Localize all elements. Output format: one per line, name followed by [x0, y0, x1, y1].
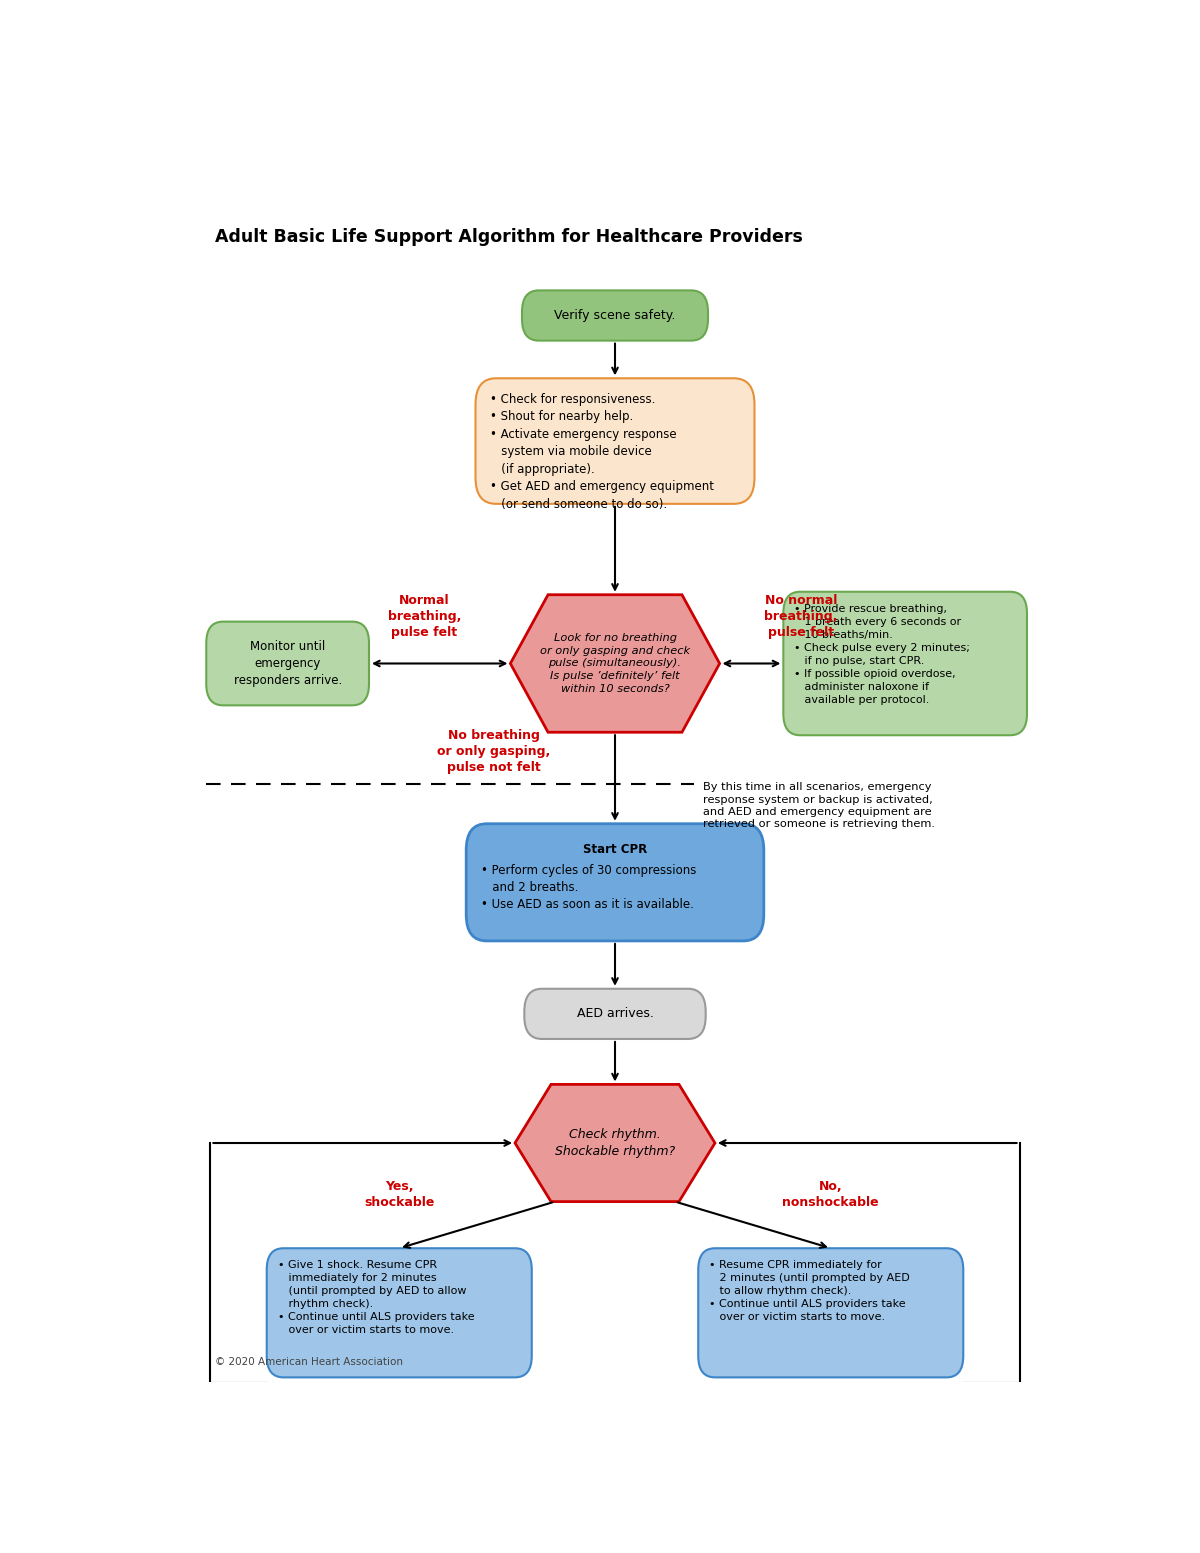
FancyBboxPatch shape	[524, 989, 706, 1039]
Text: Start CPR: Start CPR	[583, 843, 647, 856]
Text: Normal
breathing,
pulse felt: Normal breathing, pulse felt	[388, 595, 461, 640]
FancyBboxPatch shape	[522, 290, 708, 340]
FancyBboxPatch shape	[475, 379, 755, 503]
Text: Monitor until
emergency
responders arrive.: Monitor until emergency responders arriv…	[234, 640, 342, 686]
Text: Look for no breathing
or only gasping and check
pulse (simultaneously).
Is pulse: Look for no breathing or only gasping an…	[540, 634, 690, 694]
FancyBboxPatch shape	[698, 1249, 964, 1378]
Text: Verify scene safety.: Verify scene safety.	[554, 309, 676, 321]
Polygon shape	[510, 595, 720, 733]
Polygon shape	[515, 1084, 715, 1202]
Text: • Give 1 shock. Resume CPR
   immediately for 2 minutes
   (until prompted by AE: • Give 1 shock. Resume CPR immediately f…	[278, 1259, 474, 1336]
Text: Check rhythm.
Shockable rhythm?: Check rhythm. Shockable rhythm?	[554, 1127, 676, 1159]
Text: © 2020 American Heart Association: © 2020 American Heart Association	[215, 1357, 403, 1367]
Text: Yes,
shockable: Yes, shockable	[364, 1180, 434, 1208]
FancyBboxPatch shape	[466, 823, 763, 941]
Text: • Provide rescue breathing,
   1 breath every 6 seconds or
   10 breaths/min.
• : • Provide rescue breathing, 1 breath eve…	[794, 604, 971, 705]
FancyBboxPatch shape	[266, 1249, 532, 1378]
Text: AED arrives.: AED arrives.	[576, 1008, 654, 1020]
FancyBboxPatch shape	[206, 621, 370, 705]
Text: Adult Basic Life Support Algorithm for Healthcare Providers: Adult Basic Life Support Algorithm for H…	[215, 228, 803, 247]
Text: • Resume CPR immediately for
   2 minutes (until prompted by AED
   to allow rhy: • Resume CPR immediately for 2 minutes (…	[709, 1259, 910, 1322]
Text: By this time in all scenarios, emergency
response system or backup is activated,: By this time in all scenarios, emergency…	[703, 783, 935, 829]
Text: No breathing
or only gasping,
pulse not felt: No breathing or only gasping, pulse not …	[438, 730, 551, 775]
Text: • Check for responsiveness.
• Shout for nearby help.
• Activate emergency respon: • Check for responsiveness. • Shout for …	[491, 393, 714, 511]
Text: • Perform cycles of 30 compressions
   and 2 breaths.
• Use AED as soon as it is: • Perform cycles of 30 compressions and …	[481, 865, 696, 912]
FancyBboxPatch shape	[784, 592, 1027, 735]
Text: No normal
breathing,
pulse felt: No normal breathing, pulse felt	[764, 595, 838, 640]
Text: No,
nonshockable: No, nonshockable	[782, 1180, 880, 1208]
